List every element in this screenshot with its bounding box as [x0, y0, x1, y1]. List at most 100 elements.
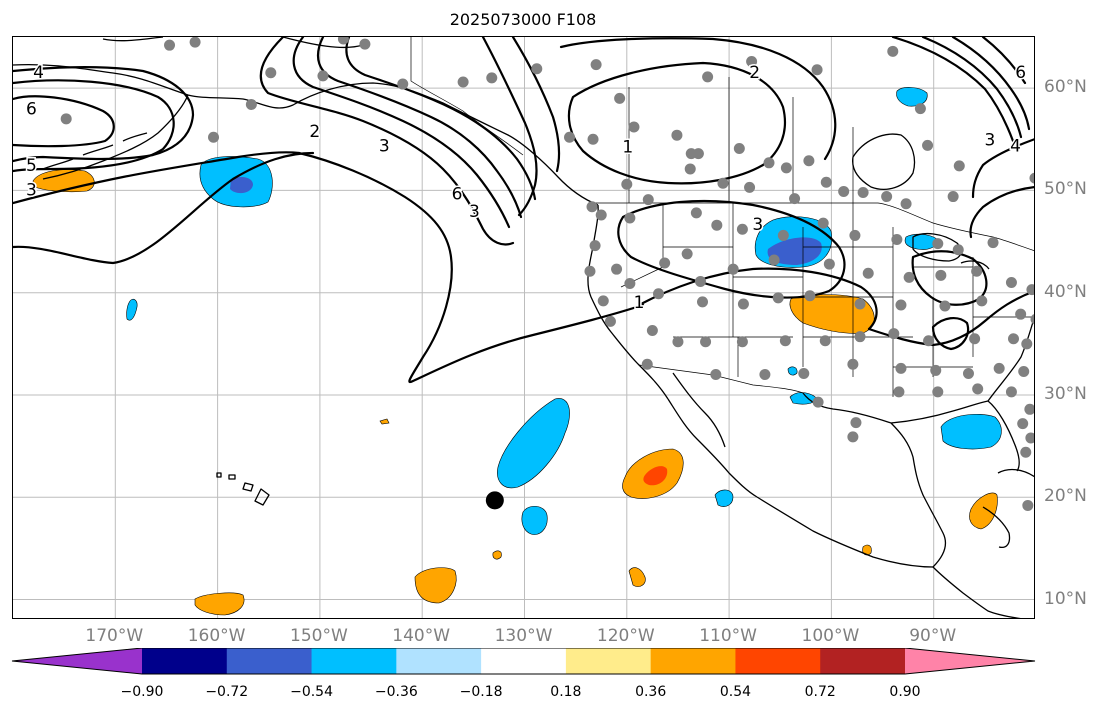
station-marker: [337, 37, 349, 45]
blue-anomaly-great-lakes: [904, 233, 938, 250]
station-marker: [987, 237, 999, 249]
station-marker: [820, 176, 832, 188]
longitude-label: 130°W: [494, 626, 553, 646]
station-marker: [900, 198, 912, 210]
station-marker: [164, 39, 176, 51]
station-marker: [1026, 284, 1034, 296]
station-marker: [972, 383, 984, 395]
station-marker: [952, 244, 964, 256]
colorbar-tick-label: −0.54: [290, 684, 333, 700]
station-marker: [672, 336, 684, 348]
political-borders: [410, 37, 1034, 397]
longitude-label: 100°W: [801, 626, 860, 646]
station-marker: [812, 396, 824, 408]
station-marker: [189, 37, 201, 48]
station-marker: [893, 386, 905, 398]
station-marker: [1021, 338, 1033, 350]
contour-label: 1: [634, 293, 645, 313]
contour-label: 2: [309, 122, 320, 142]
latitude-label: 40°N: [1044, 281, 1087, 302]
colorbar-segment: [565, 648, 652, 674]
orange-anomaly-caribbean: [969, 492, 998, 530]
province-lines: [628, 77, 854, 203]
baja-peninsula: [667, 398, 758, 498]
station-marker: [642, 194, 654, 206]
colorbar-extend-min: [12, 648, 142, 674]
station-marker: [700, 336, 712, 348]
station-marker: [850, 417, 862, 429]
contour-ridge-6: [511, 37, 561, 173]
contour-label: 5: [26, 156, 37, 176]
blue-anomaly-core-gulf: [230, 177, 253, 194]
station-marker: [823, 258, 835, 270]
station-marker: [694, 275, 706, 287]
blue-anomaly-small-pacific: [521, 506, 548, 535]
station-marker: [746, 56, 758, 68]
station-marker: [903, 271, 915, 283]
station-marker: [804, 290, 816, 302]
colorbar-tick-label: 0.90: [889, 684, 921, 700]
station-marker: [922, 139, 934, 151]
station-marker: [564, 131, 576, 143]
station-markers: [60, 37, 1034, 511]
station-marker: [744, 181, 756, 193]
station-marker: [811, 64, 823, 76]
station-marker: [854, 298, 866, 310]
station-marker: [962, 368, 974, 380]
longitude-label: 150°W: [290, 626, 348, 646]
colorbar-extend-max: [905, 648, 1035, 674]
contour-2-trough: [297, 151, 645, 384]
station-marker: [587, 133, 599, 145]
red-anomaly-mexico-core: [643, 466, 668, 486]
station-marker: [1020, 446, 1032, 458]
us-gulf-coast: [802, 392, 989, 424]
gulf-of-california: [672, 372, 726, 448]
station-marker: [817, 217, 829, 229]
contour-east-2: [969, 186, 1034, 239]
station-marker: [768, 254, 780, 266]
station-marker: [586, 201, 598, 213]
station-marker: [803, 155, 815, 167]
station-marker: [486, 72, 498, 84]
station-marker: [628, 121, 640, 133]
blue-anomaly-baja-small: [714, 489, 734, 507]
contour-ridge-2: [292, 37, 511, 229]
colorbar-tick-label: 0.18: [550, 684, 582, 700]
station-marker: [614, 92, 626, 104]
station-marker: [697, 296, 709, 308]
station-marker: [971, 265, 983, 277]
alaska-canada-border: [410, 37, 524, 156]
contour-label: 3: [379, 136, 390, 156]
station-marker: [1007, 333, 1019, 345]
station-marker: [772, 292, 784, 304]
alaska-north: [102, 37, 164, 42]
station-marker: [1025, 432, 1034, 444]
station-marker: [733, 142, 745, 154]
station-marker: [923, 335, 935, 347]
arctic-coast: [282, 37, 364, 49]
station-marker: [849, 229, 861, 241]
station-marker: [976, 295, 988, 307]
station-marker: [692, 148, 704, 160]
station-marker: [1024, 403, 1034, 415]
gridlines: [13, 37, 1034, 618]
yucatan: [982, 506, 1011, 549]
station-marker: [702, 71, 714, 83]
station-marker: [621, 178, 633, 190]
station-marker: [710, 369, 722, 381]
station-marker: [653, 288, 665, 300]
mexico-gulf-coast: [890, 422, 947, 568]
station-marker: [646, 325, 658, 337]
colorbar-tick-label: 0.72: [804, 684, 836, 700]
blue-anomaly-small-mexico: [787, 366, 798, 376]
station-marker: [993, 362, 1005, 374]
latitude-label: 10°N: [1044, 588, 1087, 609]
contour-1-east: [867, 290, 1034, 347]
contour-label: 4: [1010, 136, 1021, 156]
contour-label: 4: [33, 63, 44, 83]
latitude-label: 50°N: [1044, 179, 1087, 200]
contour-label: 6: [452, 185, 463, 205]
us-mexico-border: [638, 364, 804, 394]
station-marker: [641, 358, 653, 370]
